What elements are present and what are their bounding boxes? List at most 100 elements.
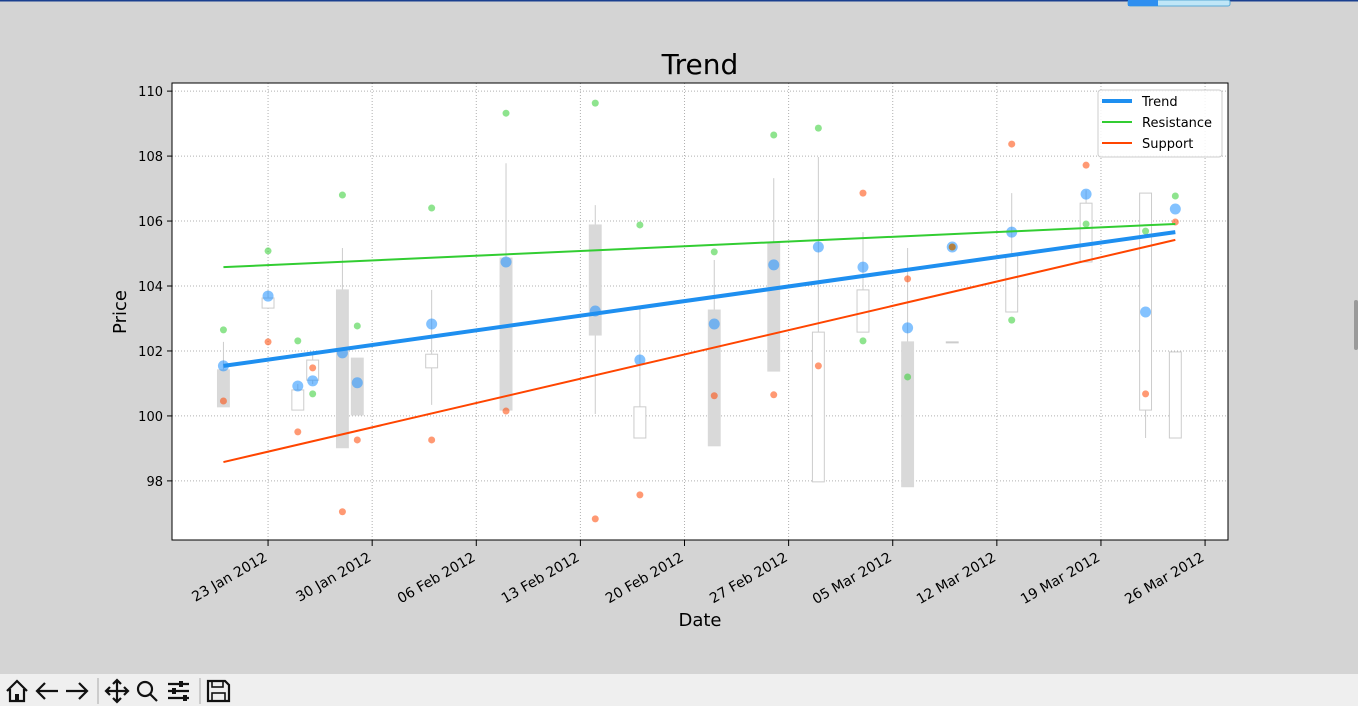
candle-body (588, 224, 602, 336)
scatter-point (353, 322, 361, 330)
scatter-point (264, 247, 272, 255)
scatter-point (309, 390, 317, 398)
candle-body (945, 341, 959, 344)
scatter-point (708, 318, 720, 330)
x-axis-label: Date (678, 610, 721, 631)
scatter-point (1082, 161, 1090, 169)
save-label (211, 680, 224, 688)
plot-area (172, 83, 1228, 540)
scatter-point (428, 204, 436, 212)
line-series (223, 238, 1176, 464)
candle-body (425, 353, 439, 369)
candle-body (633, 406, 647, 439)
scatter-point (814, 362, 822, 370)
axes-frame (171, 82, 1229, 541)
scatter-point (292, 380, 304, 392)
scatter-point (294, 428, 302, 436)
scatter-point (1142, 390, 1150, 398)
line-series (223, 230, 1176, 368)
candle-body (1139, 192, 1153, 411)
save-slot (211, 692, 226, 702)
save-button[interactable] (206, 679, 231, 703)
scatter-point (219, 326, 227, 334)
scatter-point (500, 256, 512, 268)
scatter-point (502, 407, 510, 415)
zoom-button[interactable] (136, 680, 158, 702)
scroll-handle[interactable] (1354, 300, 1358, 350)
scatter-point (1171, 192, 1179, 200)
y-tick-label: 98 (146, 475, 163, 490)
slider-knob (172, 688, 176, 694)
scatter-point (1080, 188, 1092, 200)
y-tick-label: 102 (138, 345, 163, 360)
scatter-point (353, 436, 361, 444)
scatter-point (710, 248, 718, 256)
top-widget-part (1128, 0, 1158, 6)
y-tick-label: 106 (138, 215, 163, 230)
scatter-point (338, 508, 346, 516)
legend-label: Trend (1141, 95, 1178, 110)
scatter-point (309, 364, 317, 372)
forward-button[interactable] (66, 682, 89, 700)
home-door (15, 694, 19, 701)
slider-knob (183, 695, 187, 701)
scatter-point (812, 241, 824, 253)
scatter-point (814, 124, 822, 132)
y-tick-label: 110 (138, 85, 163, 100)
scatter-point (351, 377, 363, 389)
chart-title: Trend (661, 48, 739, 81)
legend: Trend Resistance Support (1097, 89, 1223, 158)
scatter-point (591, 99, 599, 107)
scatter-point (294, 337, 302, 345)
scatter-point (338, 191, 346, 199)
candle-body (1079, 202, 1093, 263)
candle-body (499, 257, 513, 411)
scatter-point (1140, 306, 1152, 318)
candle-body (707, 309, 721, 447)
candle-body (291, 389, 305, 411)
scatter-point (857, 261, 869, 273)
home-button[interactable] (6, 679, 28, 703)
scatter-point (710, 392, 718, 400)
scatter-point (859, 337, 867, 345)
candle-body (1168, 351, 1182, 439)
toolbar-bg (0, 674, 1358, 706)
candle-body (335, 289, 349, 449)
top-border (0, 0, 1358, 2)
scatter-point (1008, 140, 1016, 148)
scatter-point (634, 354, 646, 366)
scatter-point (591, 515, 599, 523)
scatter-point (264, 338, 272, 346)
candle-body (1005, 254, 1019, 313)
scatter-point (770, 391, 778, 399)
back-button[interactable] (35, 682, 58, 700)
scatter-point (902, 322, 914, 334)
scatter-point (636, 221, 644, 229)
scatter-point (426, 318, 438, 330)
y-tick-label: 104 (138, 280, 163, 295)
toolbar (0, 674, 1358, 706)
scatter-point (1082, 220, 1090, 228)
legend-box (1097, 89, 1223, 158)
configure-button[interactable] (168, 681, 189, 701)
scatter-point (262, 290, 274, 302)
pan-button[interactable] (104, 678, 130, 704)
y-tick-label: 100 (138, 410, 163, 425)
scatter-point (428, 436, 436, 444)
scatter-point (219, 397, 227, 405)
scatter-point (307, 375, 319, 387)
scatter-point (948, 243, 956, 251)
legend-label: Support (1142, 137, 1193, 152)
legend-label: Resistance (1142, 116, 1212, 131)
candle-body (811, 331, 825, 483)
scatter-point (502, 109, 510, 117)
scatter-point (636, 491, 644, 499)
y-axis-label: Price (110, 290, 131, 334)
slider-knob (179, 681, 183, 687)
y-tick-label: 108 (138, 150, 163, 165)
scatter-point (770, 131, 778, 139)
scatter-point (1169, 203, 1181, 215)
scatter-point (768, 259, 780, 271)
